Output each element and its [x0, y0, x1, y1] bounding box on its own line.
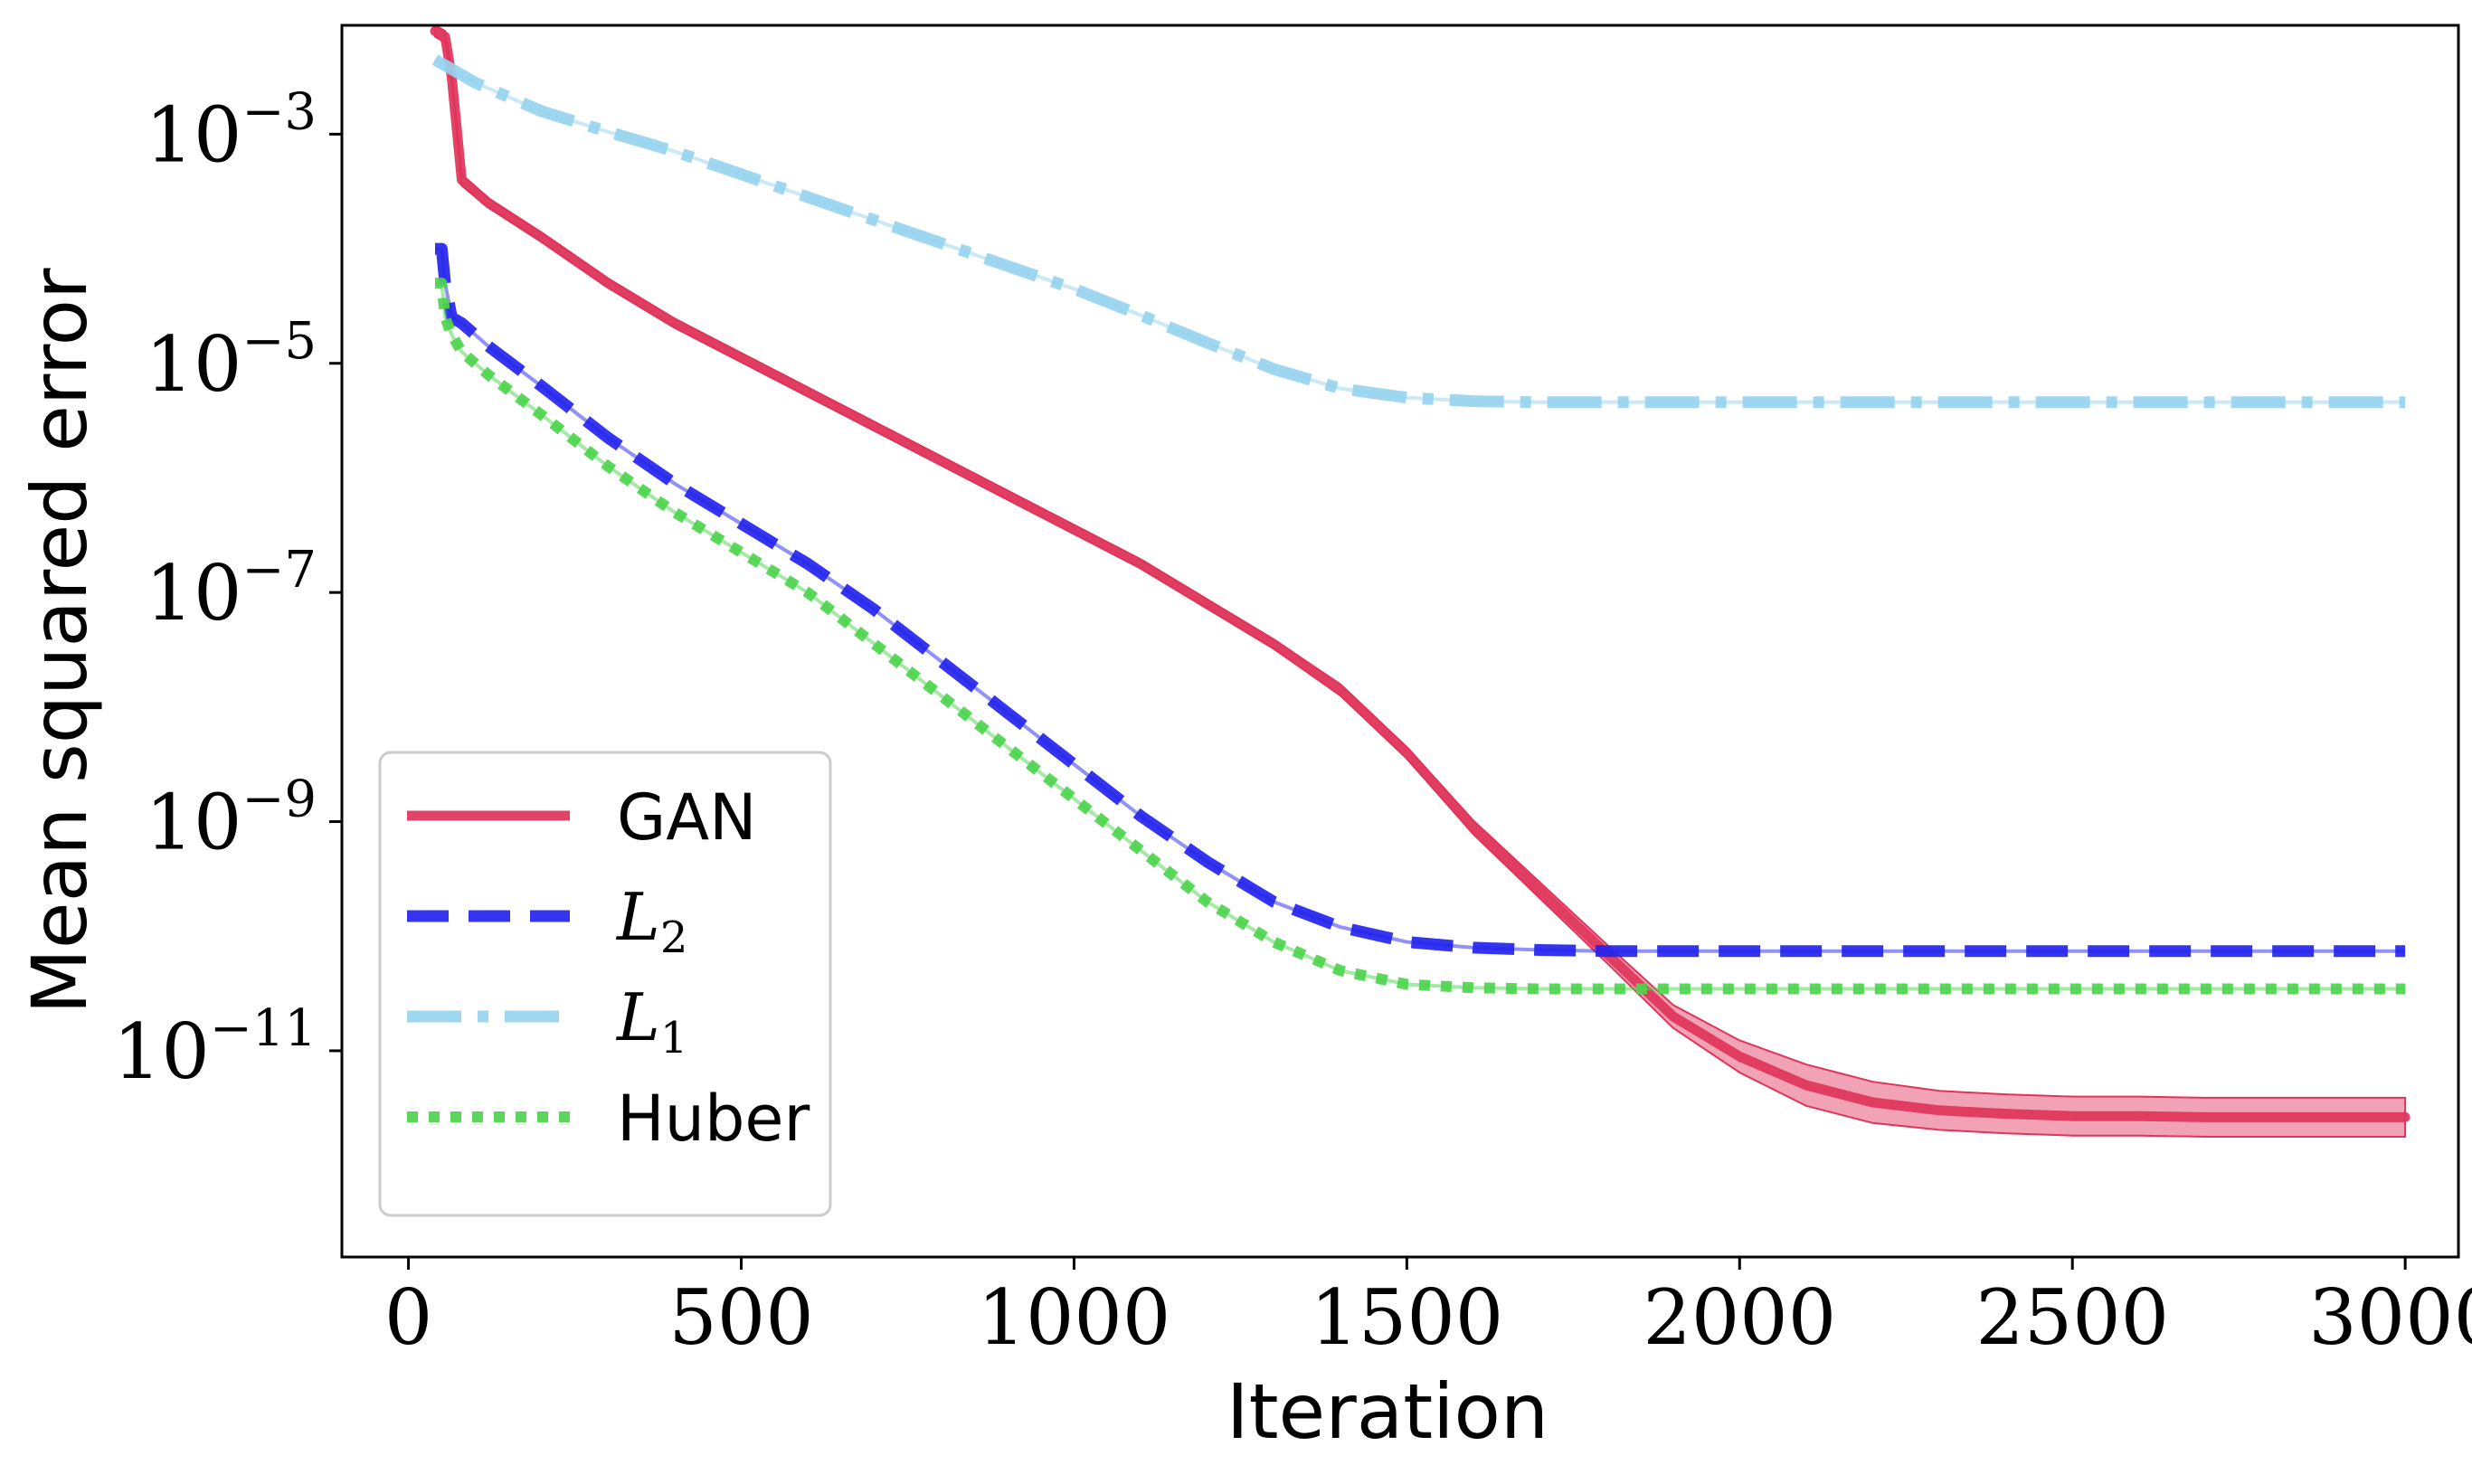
series-gan	[430, 24, 2410, 1138]
series-l2-line	[435, 242, 2406, 958]
legend-label-huber: Huber	[617, 1082, 810, 1156]
series-layer	[430, 24, 2410, 1138]
legend-label-gan: GAN	[617, 780, 757, 855]
y-tick-label: 10−11	[113, 999, 317, 1096]
legend-label-l1: L1	[615, 979, 687, 1063]
y-axis-ticks: 10−3 10−5 10−7 10−9 10−11	[113, 82, 342, 1096]
legend-box	[378, 751, 832, 1217]
series-l2	[435, 242, 2406, 958]
y-tick-label: 10−7	[146, 541, 317, 638]
x-tick-label: 2000	[1643, 1273, 1836, 1362]
series-gan-line	[430, 25, 2410, 1122]
x-tick-label: 1500	[1310, 1273, 1503, 1362]
series-l1-line	[431, 54, 2406, 409]
y-axis-label: Mean squared error	[15, 268, 104, 1015]
legend-label-l2: L2	[615, 879, 687, 963]
plot-frame	[340, 24, 2460, 1259]
series-l1	[431, 54, 2406, 409]
x-tick-label: 1000	[978, 1273, 1171, 1362]
y-tick-label: 10−9	[146, 770, 317, 867]
x-axis-ticks: 0 500 1000 1500 2000 2500 3000	[384, 1257, 2472, 1362]
y-tick-label: 10−5	[146, 312, 317, 409]
x-tick-label: 2500	[1975, 1273, 2169, 1362]
legend: GAN L2 L1 Huber	[378, 751, 832, 1217]
x-tick-label: 3000	[2308, 1273, 2472, 1362]
y-tick-label: 10−3	[146, 82, 317, 179]
x-tick-label: 0	[384, 1273, 432, 1362]
series-huber	[435, 278, 2406, 995]
x-axis-label: Iteration	[1227, 1367, 1549, 1456]
series-huber-line	[435, 278, 2406, 995]
x-tick-label: 500	[668, 1273, 813, 1362]
